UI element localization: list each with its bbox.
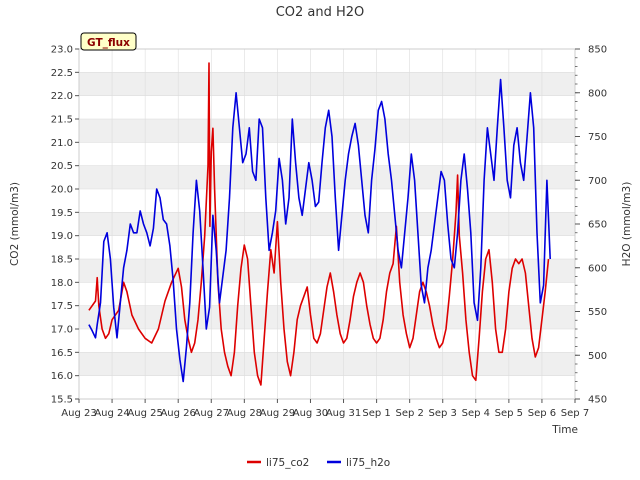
series-layer	[88, 62, 551, 386]
left-tick-label: 18.0	[51, 278, 73, 289]
left-tick-label: 19.5	[51, 208, 73, 219]
x-tick-label: Sep 5	[495, 408, 523, 419]
right-tick-label: 450	[588, 395, 607, 406]
legend: li75_co2 li75_h2o	[247, 457, 390, 469]
legend-label-co2: li75_co2	[266, 457, 309, 469]
left-tick-label: 20.0	[51, 185, 73, 196]
x-tick-label: Aug 28	[227, 408, 262, 419]
background-band	[79, 119, 575, 143]
left-tick-label: 17.0	[51, 325, 73, 336]
right-tick-label: 500	[588, 351, 607, 362]
right-tick-label: 750	[588, 132, 607, 143]
left-axis-ticks: 15.5 16.0 16.5 17.0 17.5 18.0 18.5 19.0 19.5 20.0…	[51, 45, 79, 406]
y-axis-left-label: CO2 (mmol/m3)	[9, 182, 21, 266]
x-tick-label: Sep 6	[528, 408, 556, 419]
background-band	[79, 212, 575, 236]
left-tick-label: 16.0	[51, 371, 73, 382]
x-tick-label: Aug 29	[260, 408, 295, 419]
x-tick-label: Aug 30	[293, 408, 328, 419]
left-tick-label: 18.5	[51, 255, 73, 266]
x-tick-label: Sep 3	[429, 408, 457, 419]
x-tick-label: Sep 4	[462, 408, 490, 419]
x-tick-label: Sep 2	[395, 408, 423, 419]
left-tick-label: 22.5	[51, 68, 73, 79]
left-tick-label: 19.0	[51, 231, 73, 242]
left-tick-label: 23.0	[51, 45, 73, 56]
right-tick-label: 850	[588, 45, 607, 56]
x-tick-label: Aug 26	[160, 408, 195, 419]
background-band	[79, 305, 575, 329]
x-tick-label: Aug 24	[94, 408, 129, 419]
site-badge: GT_flux	[80, 32, 137, 51]
chart-title: CO2 and H2O	[276, 5, 365, 20]
x-tick-label: Aug 25	[127, 408, 162, 419]
background-band	[79, 352, 575, 376]
y-axis-right-label: H2O (mmol/m3)	[621, 182, 633, 267]
right-tick-label: 550	[588, 307, 607, 318]
right-axis-ticks: 450 500 550 600 650 700 750 800 850	[575, 45, 607, 406]
background-band	[79, 72, 575, 96]
right-tick-label: 600	[588, 263, 607, 274]
left-tick-label: 15.5	[51, 395, 73, 406]
background-band	[79, 259, 575, 283]
x-tick-label: Aug 27	[194, 408, 229, 419]
left-tick-label: 16.5	[51, 348, 73, 359]
x-tick-label: Aug 23	[61, 408, 96, 419]
left-tick-label: 21.5	[51, 115, 73, 126]
left-tick-label: 20.5	[51, 161, 73, 172]
series-line-li75_co2	[88, 62, 550, 386]
site-badge-label: GT_flux	[87, 37, 130, 49]
x-axis-label: Time	[551, 424, 578, 436]
left-tick-label: 22.0	[51, 91, 73, 102]
background-band	[79, 165, 575, 189]
x-tick-label: Sep 1	[362, 408, 390, 419]
x-tick-label: Aug 31	[326, 408, 361, 419]
left-tick-label: 21.0	[51, 138, 73, 149]
left-tick-label: 17.5	[51, 301, 73, 312]
right-tick-label: 700	[588, 176, 607, 187]
legend-label-h2o: li75_h2o	[346, 457, 390, 469]
x-tick-label: Sep 7	[561, 408, 589, 419]
site-badge-box	[80, 32, 137, 51]
series-line-li75_h2o	[88, 78, 551, 383]
right-tick-label: 800	[588, 88, 607, 99]
right-tick-label: 650	[588, 220, 607, 231]
